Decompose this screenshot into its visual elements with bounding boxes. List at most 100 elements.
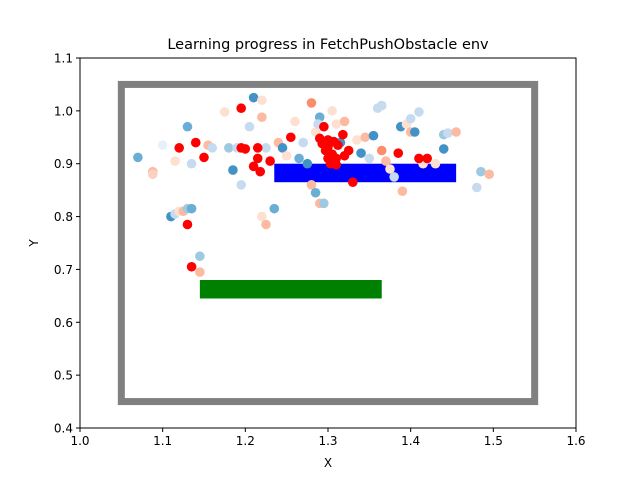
data-point bbox=[302, 158, 313, 169]
data-point bbox=[244, 121, 255, 132]
data-point bbox=[269, 203, 280, 214]
data-point bbox=[306, 98, 317, 108]
data-point bbox=[364, 153, 375, 164]
data-point bbox=[476, 166, 486, 177]
data-point bbox=[397, 186, 408, 196]
data-point bbox=[422, 153, 433, 164]
data-point bbox=[338, 129, 348, 140]
data-point bbox=[430, 158, 441, 169]
data-point bbox=[319, 121, 329, 132]
data-point bbox=[352, 135, 362, 145]
data-point bbox=[186, 261, 197, 272]
data-point bbox=[248, 161, 259, 172]
data-point bbox=[376, 145, 387, 156]
data-point bbox=[186, 203, 197, 214]
data-point bbox=[376, 100, 387, 111]
data-point bbox=[228, 165, 238, 175]
x-tick-label: 1.2 bbox=[236, 434, 255, 448]
shape-layer bbox=[117, 80, 539, 406]
data-point bbox=[331, 119, 342, 129]
data-point bbox=[319, 198, 329, 209]
x-axis-label: X bbox=[324, 456, 332, 470]
y-tick-label: 1.0 bbox=[54, 104, 73, 118]
x-tick-label: 1.0 bbox=[70, 434, 89, 448]
y-tick-label: 0.8 bbox=[54, 210, 73, 224]
y-tick-label: 0.7 bbox=[54, 263, 73, 277]
chart-title: Learning progress in FetchPushObstacle e… bbox=[167, 37, 489, 53]
data-point bbox=[290, 116, 300, 127]
data-point bbox=[286, 132, 296, 143]
data-point bbox=[294, 153, 304, 164]
obstacle-rect bbox=[274, 163, 457, 183]
data-point bbox=[252, 143, 263, 153]
data-point bbox=[195, 267, 205, 277]
y-axis-ticks: 0.4 0.5 0.6 0.7 0.8 0.9 1.0 1.1 bbox=[54, 52, 80, 436]
x-tick-label: 1.4 bbox=[401, 434, 420, 448]
data-point bbox=[348, 177, 358, 188]
x-tick-label: 1.6 bbox=[566, 434, 585, 448]
data-point bbox=[195, 251, 205, 262]
data-point bbox=[277, 143, 288, 153]
y-axis-label: Y bbox=[27, 239, 41, 248]
data-point bbox=[257, 95, 267, 106]
data-point bbox=[438, 144, 449, 154]
data-point bbox=[182, 121, 193, 132]
x-tick-label: 1.1 bbox=[153, 434, 172, 448]
y-tick-label: 0.4 bbox=[54, 422, 73, 436]
x-tick-label: 1.5 bbox=[484, 434, 503, 448]
data-point bbox=[472, 182, 482, 193]
data-point bbox=[405, 113, 416, 124]
data-point bbox=[360, 132, 371, 143]
data-point bbox=[174, 143, 184, 153]
y-tick-label: 1.1 bbox=[54, 52, 73, 66]
data-point bbox=[261, 143, 271, 153]
data-point bbox=[248, 92, 259, 103]
points-layer bbox=[133, 92, 495, 277]
data-point bbox=[236, 180, 246, 190]
data-point bbox=[306, 180, 317, 190]
data-point bbox=[451, 127, 461, 137]
data-point bbox=[327, 106, 337, 116]
y-tick-label: 0.5 bbox=[54, 369, 73, 383]
target-region-rect bbox=[199, 280, 382, 299]
data-point bbox=[443, 128, 453, 138]
y-tick-label: 0.6 bbox=[54, 316, 73, 330]
data-point bbox=[157, 140, 168, 151]
data-point bbox=[261, 219, 271, 230]
data-point bbox=[199, 152, 209, 163]
data-point bbox=[236, 103, 246, 114]
data-point bbox=[414, 153, 424, 164]
x-tick-label: 1.3 bbox=[318, 434, 337, 448]
data-point bbox=[170, 156, 180, 166]
data-point bbox=[389, 172, 399, 182]
data-point bbox=[265, 156, 275, 166]
data-point bbox=[339, 116, 350, 127]
data-point bbox=[257, 211, 267, 222]
data-point bbox=[393, 148, 404, 158]
data-point bbox=[333, 140, 343, 151]
data-point bbox=[410, 127, 420, 137]
data-point bbox=[182, 219, 193, 230]
data-point bbox=[381, 156, 391, 166]
data-point bbox=[147, 169, 158, 180]
data-point bbox=[240, 144, 251, 154]
data-point bbox=[343, 145, 354, 156]
data-point bbox=[186, 158, 197, 169]
data-point bbox=[298, 137, 309, 148]
data-point bbox=[356, 148, 366, 158]
data-point bbox=[255, 166, 266, 177]
data-point bbox=[331, 159, 342, 170]
data-point bbox=[252, 153, 263, 164]
data-point bbox=[368, 130, 379, 141]
x-axis-ticks: 1.0 1.1 1.2 1.3 1.4 1.5 1.6 bbox=[70, 428, 586, 448]
data-point bbox=[219, 107, 230, 117]
data-point bbox=[281, 150, 292, 161]
data-point bbox=[310, 187, 321, 198]
y-tick-label: 0.9 bbox=[54, 157, 73, 171]
data-point bbox=[414, 107, 424, 117]
data-point bbox=[484, 169, 495, 180]
data-point bbox=[190, 137, 201, 148]
data-point bbox=[224, 143, 234, 153]
